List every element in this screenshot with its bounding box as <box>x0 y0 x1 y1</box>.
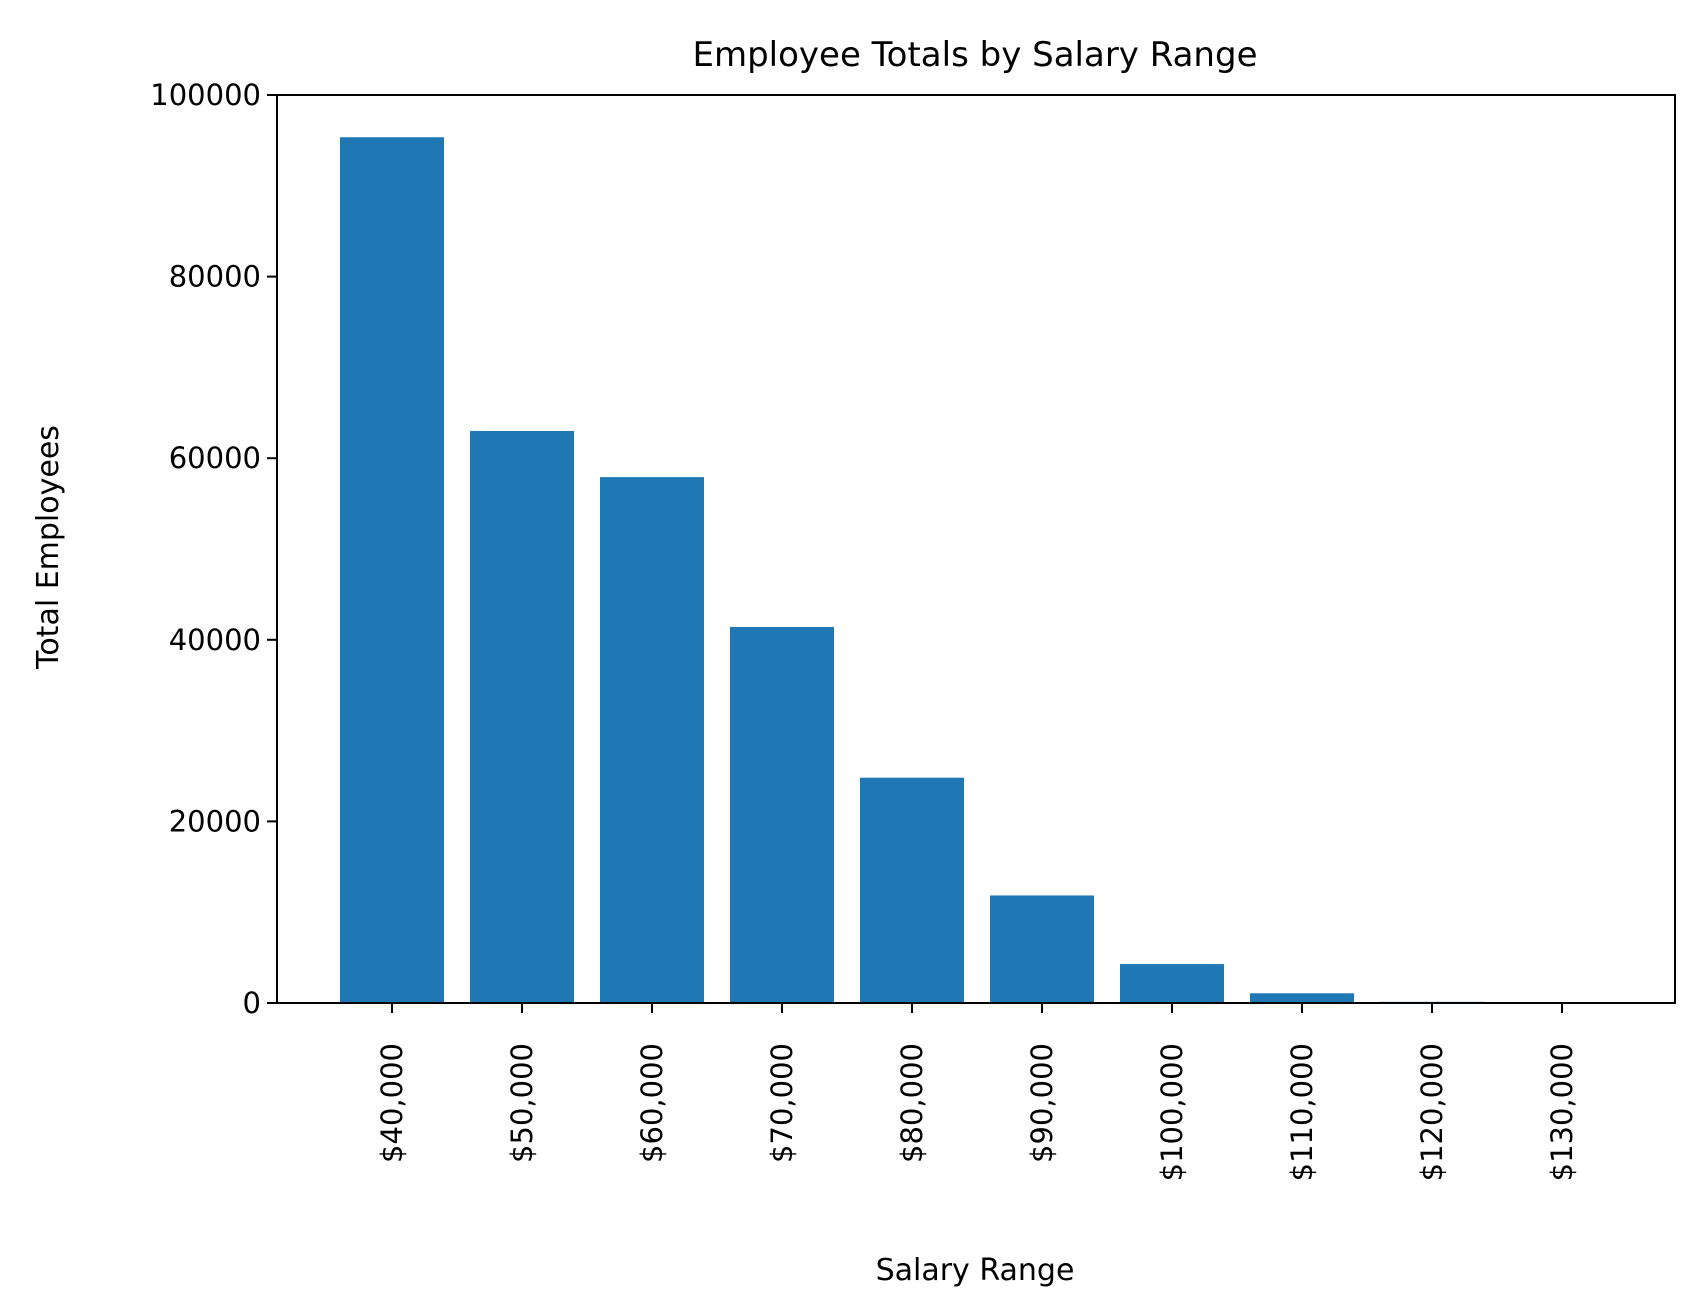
plot-frame <box>276 94 1676 1004</box>
y-tick-label: 80000 <box>169 260 261 294</box>
bar-60000 <box>600 477 704 1003</box>
bar-70000 <box>730 626 834 1003</box>
x-axis: $40,000 $50,000 $60,000 $70,000 $80,000 $90,0… <box>375 1003 1579 1181</box>
bar-40000 <box>340 137 444 1004</box>
x-tick-label: $80,000 <box>895 1043 929 1163</box>
x-tick-label: $120,000 <box>1415 1043 1449 1181</box>
y-axis-label: Total Employees <box>31 425 66 670</box>
bar-100000 <box>1120 964 1224 1003</box>
bar-110000 <box>1250 993 1354 1003</box>
chart-title: Employee Totals by Salary Range <box>692 35 1257 75</box>
y-tick-label: 20000 <box>169 804 261 838</box>
x-tick-label: $50,000 <box>505 1043 539 1163</box>
x-tick-label: $40,000 <box>375 1043 409 1163</box>
bars-group <box>340 137 1614 1004</box>
x-tick-label: $60,000 <box>635 1043 669 1163</box>
x-tick-label: $70,000 <box>765 1043 799 1163</box>
y-tick-label: 100000 <box>150 78 261 112</box>
y-tick-label: 40000 <box>169 623 261 657</box>
x-tick-label: $110,000 <box>1285 1043 1319 1181</box>
y-axis: 0 20000 40000 60000 80000 100000 <box>150 78 277 1020</box>
x-tick-label: $90,000 <box>1025 1043 1059 1163</box>
x-tick-label: $130,000 <box>1545 1043 1579 1181</box>
x-axis-label: Salary Range <box>876 1253 1075 1288</box>
y-tick-label: 60000 <box>169 441 261 475</box>
y-tick-label: 0 <box>243 986 261 1020</box>
bar-50000 <box>470 430 574 1003</box>
bar-90000 <box>990 895 1094 1003</box>
bar-80000 <box>860 777 964 1003</box>
x-tick-label: $100,000 <box>1155 1043 1189 1181</box>
